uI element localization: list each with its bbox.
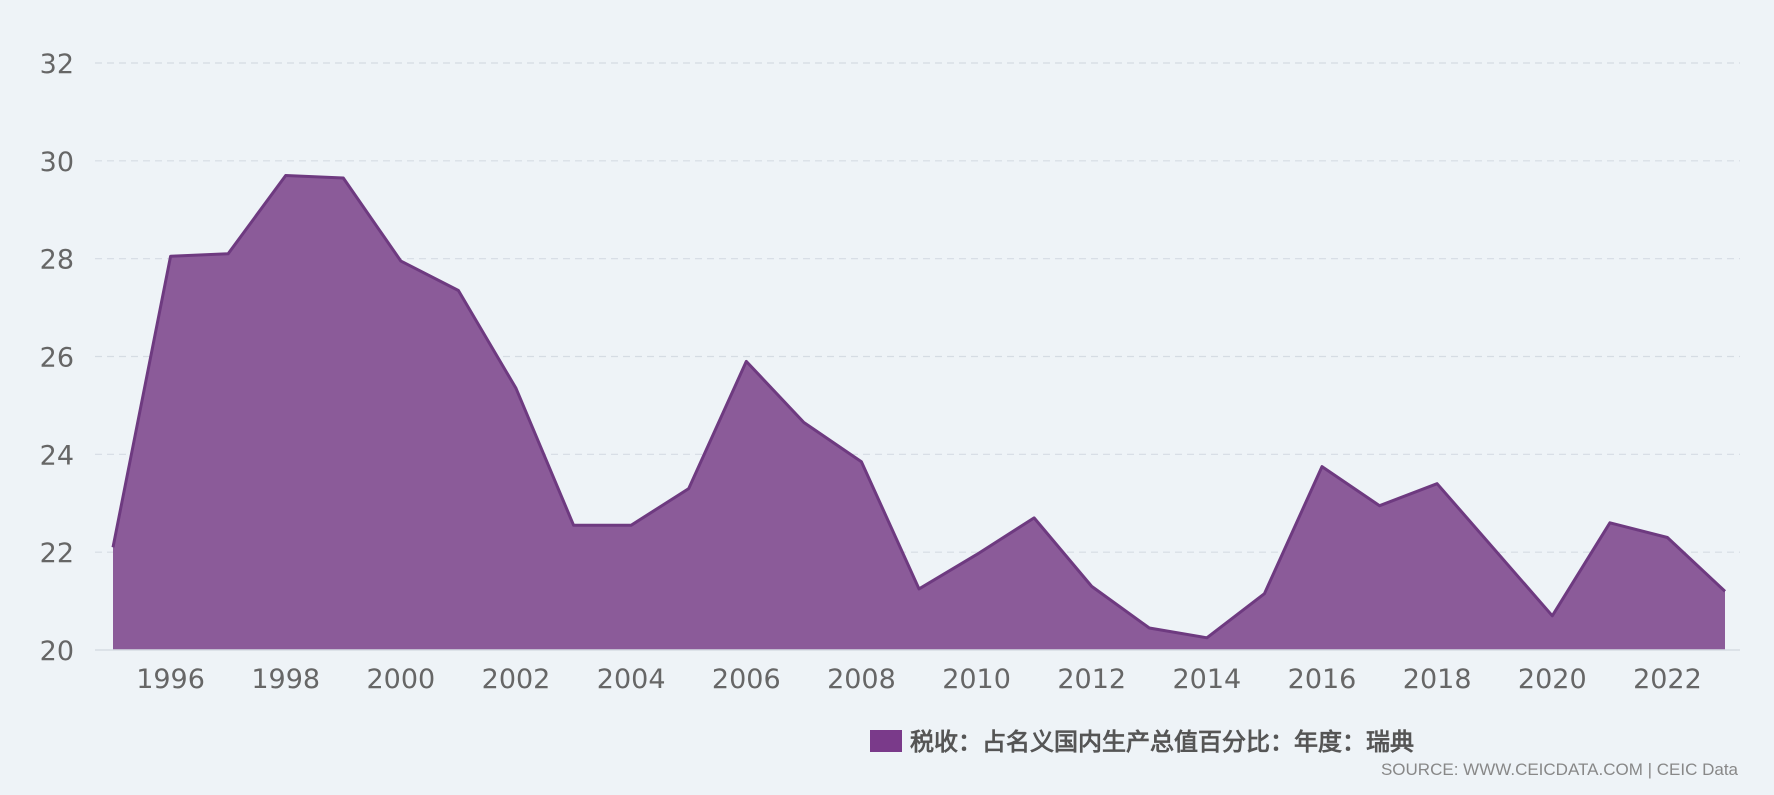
- data-point-2017[interactable]: [1377, 503, 1383, 509]
- data-point-2009[interactable]: [916, 586, 922, 592]
- x-tick-label: 2014: [1172, 664, 1241, 695]
- data-point-2007[interactable]: [801, 420, 807, 426]
- x-tick-label: 1996: [136, 664, 205, 695]
- series-line: [111, 174, 1727, 640]
- x-tick-label: 2012: [1057, 664, 1126, 695]
- source-note[interactable]: SOURCE: WWW.CEICDATA.COM | CEIC Data: [1381, 760, 1739, 779]
- data-point-2008[interactable]: [858, 459, 864, 465]
- data-point-2012[interactable]: [1089, 583, 1095, 589]
- x-tick-label: 2020: [1518, 664, 1587, 695]
- x-tick-label: 2002: [482, 664, 551, 695]
- data-point-2015[interactable]: [1261, 591, 1267, 597]
- x-tick-label: 2016: [1288, 664, 1357, 695]
- data-point-1997[interactable]: [225, 251, 231, 257]
- data-point-2013[interactable]: [1146, 625, 1152, 631]
- data-point-2023[interactable]: [1722, 588, 1728, 594]
- data-point-2003[interactable]: [571, 522, 577, 528]
- data-point-2006[interactable]: [743, 358, 749, 364]
- data-point-2021[interactable]: [1607, 520, 1613, 526]
- y-tick-label: 32: [40, 49, 74, 80]
- data-point-2001[interactable]: [455, 287, 461, 293]
- data-point-1995[interactable]: [110, 544, 116, 550]
- data-point-2022[interactable]: [1664, 534, 1670, 540]
- data-point-2016[interactable]: [1319, 464, 1325, 470]
- x-tick-label: 2018: [1403, 664, 1472, 695]
- legend[interactable]: 税收：占名义国内生产总值百分比：年度：瑞典: [870, 728, 1414, 756]
- x-tick-label: 2006: [712, 664, 781, 695]
- y-tick-label: 22: [40, 538, 74, 569]
- y-tick-label: 30: [40, 147, 74, 178]
- y-axis-labels: 20 22 24 26 28 30 32: [40, 49, 74, 667]
- series-area: [113, 175, 1725, 650]
- x-axis-labels: 1996 1998 2000 2002 2004 2006 2008 2010 2012 2014…: [136, 664, 1702, 695]
- data-point-2004[interactable]: [628, 522, 634, 528]
- y-tick-label: 20: [40, 636, 74, 667]
- data-point-2018[interactable]: [1434, 481, 1440, 487]
- data-point-1998[interactable]: [283, 173, 289, 179]
- legend-swatch: [870, 730, 902, 752]
- data-point-2002[interactable]: [513, 385, 519, 391]
- data-point-1996[interactable]: [168, 253, 174, 259]
- data-point-2014[interactable]: [1204, 635, 1210, 641]
- y-tick-label: 26: [40, 343, 74, 374]
- data-point-2020[interactable]: [1549, 613, 1555, 619]
- data-point-1999[interactable]: [340, 175, 346, 181]
- x-tick-label: 2008: [827, 664, 896, 695]
- x-tick-label: 2022: [1633, 664, 1702, 695]
- y-tick-label: 24: [40, 440, 74, 471]
- data-point-2011[interactable]: [1031, 515, 1037, 521]
- data-point-2010[interactable]: [974, 552, 980, 558]
- legend-label: 税收：占名义国内生产总值百分比：年度：瑞典: [910, 728, 1414, 756]
- data-point-2005[interactable]: [686, 486, 692, 492]
- y-tick-label: 28: [40, 245, 74, 276]
- data-point-2000[interactable]: [398, 258, 404, 264]
- x-tick-label: 2000: [366, 664, 435, 695]
- x-tick-label: 1998: [251, 664, 320, 695]
- x-tick-label: 2010: [942, 664, 1011, 695]
- data-point-2019[interactable]: [1492, 547, 1498, 553]
- x-tick-label: 2004: [597, 664, 666, 695]
